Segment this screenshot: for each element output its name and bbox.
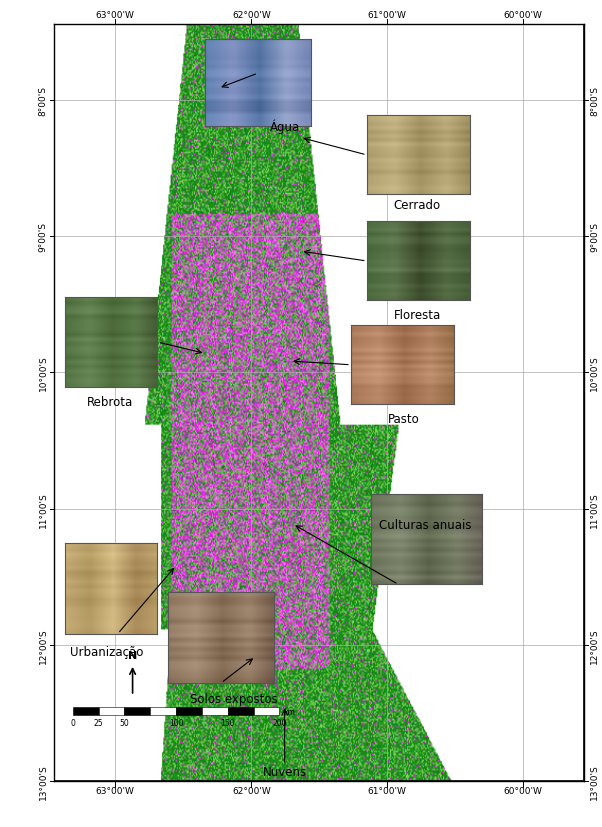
Text: 8°00'S: 8°00'S — [39, 85, 48, 116]
Text: Nuvens: Nuvens — [262, 765, 306, 778]
Text: 60°00'W: 60°00'W — [504, 12, 542, 21]
Text: km: km — [284, 706, 296, 715]
Text: 25: 25 — [94, 718, 104, 727]
Text: 62°00'W: 62°00'W — [232, 786, 271, 795]
Text: Rebrota: Rebrota — [87, 395, 133, 409]
Bar — [228, 707, 253, 715]
Text: 100: 100 — [169, 718, 183, 727]
Text: Pasto: Pasto — [388, 412, 420, 425]
Text: 61°00'W: 61°00'W — [367, 786, 406, 795]
Text: 62°00'W: 62°00'W — [232, 12, 271, 21]
Text: 50: 50 — [120, 718, 129, 727]
Bar — [253, 707, 279, 715]
Text: 150: 150 — [220, 718, 235, 727]
Text: Floresta: Floresta — [394, 308, 441, 322]
Text: Urbanização: Urbanização — [70, 645, 144, 658]
Bar — [125, 707, 150, 715]
Text: N: N — [128, 651, 137, 661]
Text: Água: Água — [270, 119, 300, 134]
Text: 12°00'S: 12°00'S — [591, 628, 600, 663]
Bar — [176, 707, 202, 715]
Text: Solos expostos: Solos expostos — [190, 692, 278, 705]
Bar — [150, 707, 176, 715]
Text: 63°00'W: 63°00'W — [96, 12, 134, 21]
Bar — [202, 707, 228, 715]
Text: Cerrado: Cerrado — [394, 198, 441, 212]
Text: 13°00'S: 13°00'S — [591, 763, 600, 800]
Text: 8°00'S: 8°00'S — [591, 85, 600, 116]
Text: 10°00'S: 10°00'S — [39, 355, 48, 390]
Bar — [99, 707, 125, 715]
Text: 9°00'S: 9°00'S — [591, 222, 600, 251]
Text: 61°00'W: 61°00'W — [367, 12, 406, 21]
Text: Culturas anuais: Culturas anuais — [379, 519, 471, 531]
Text: 11°00'S: 11°00'S — [591, 491, 600, 527]
Text: 12°00'S: 12°00'S — [39, 628, 48, 663]
Text: 60°00'W: 60°00'W — [504, 786, 542, 795]
Text: 11°00'S: 11°00'S — [39, 491, 48, 527]
Text: 10°00'S: 10°00'S — [591, 355, 600, 390]
Text: 0: 0 — [70, 718, 75, 727]
Text: 9°00'S: 9°00'S — [39, 222, 48, 251]
Text: 200: 200 — [272, 718, 287, 727]
Text: 63°00'W: 63°00'W — [96, 786, 134, 795]
Text: 13°00'S: 13°00'S — [39, 763, 48, 800]
Bar — [73, 707, 99, 715]
